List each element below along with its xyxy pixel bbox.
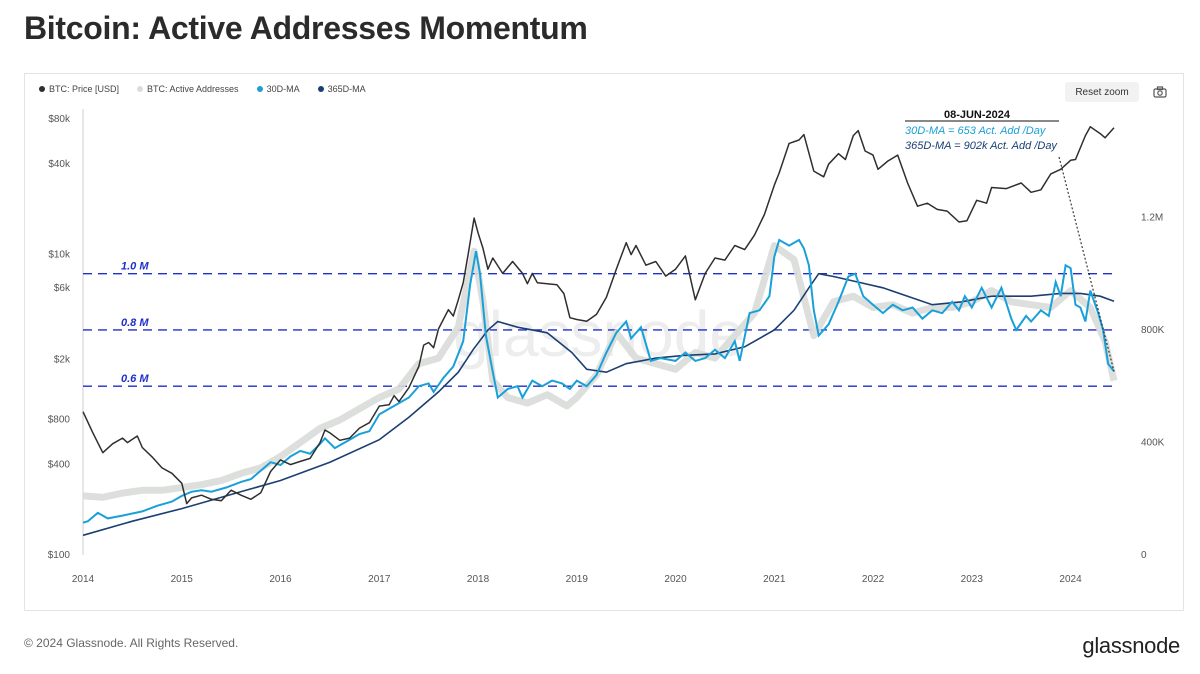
- y-right-tick-label: 0: [1141, 550, 1147, 561]
- threshold-label: 0.6 M: [121, 373, 149, 385]
- x-tick-label: 2024: [1059, 574, 1082, 585]
- legend-swatch-price: [39, 86, 45, 92]
- y-right-tick-label: 400K: [1141, 437, 1165, 448]
- x-tick-label: 2020: [664, 574, 687, 585]
- legend-item-30d-ma[interactable]: 30D-MA: [256, 84, 300, 94]
- legend-label-active-addresses: BTC: Active Addresses: [147, 84, 239, 94]
- y-left-tick-label: $400: [48, 460, 71, 471]
- annotation-pointer: [1058, 156, 1115, 372]
- glassnode-logo: glassnode: [1082, 633, 1180, 658]
- legend-swatch-365d-ma: [317, 86, 324, 92]
- legend-item-active-addresses[interactable]: BTC: Active Addresses: [137, 84, 239, 94]
- y-right-tick-label: 1.2M: [1141, 212, 1163, 223]
- legend-swatch-30d-ma: [256, 86, 263, 92]
- legend-label-365d-ma: 365D-MA: [327, 84, 366, 94]
- x-tick-label: 2022: [862, 574, 885, 585]
- x-tick-label: 2023: [961, 574, 984, 585]
- x-tick-label: 2018: [467, 574, 490, 585]
- annotation-date: 08-JUN-2024: [944, 109, 1011, 121]
- y-left-tick-label: $6k: [54, 283, 71, 294]
- x-tick-label: 2016: [269, 574, 292, 585]
- y-left-tick-label: $40k: [48, 159, 71, 170]
- annotation-ma365-text: 365D-MA = 902k Act. Add /Day: [905, 140, 1058, 152]
- threshold-label: 0.8 M: [121, 317, 149, 329]
- legend-swatch-active-addresses: [137, 86, 144, 92]
- y-left-tick-label: $100: [48, 550, 71, 561]
- chart-plot: glassnode$100$400$800$2k$6k$10k$40k$80k0…: [48, 109, 1165, 585]
- legend-label-30d-ma: 30D-MA: [266, 84, 300, 94]
- x-tick-label: 2014: [72, 574, 95, 585]
- legend: BTC: Price [USD] BTC: Active Addresses 3…: [39, 84, 366, 94]
- camera-icon[interactable]: [1153, 85, 1167, 99]
- x-tick-label: 2019: [566, 574, 589, 585]
- price-line: [82, 126, 1115, 505]
- page-title: Bitcoin: Active Addresses Momentum: [24, 10, 588, 46]
- y-left-tick-label: $2k: [54, 355, 71, 366]
- x-tick-label: 2021: [763, 574, 786, 585]
- reset-zoom-button[interactable]: Reset zoom: [1065, 82, 1139, 102]
- chart-card: BTC: Price [USD] BTC: Active Addresses 3…: [24, 73, 1184, 611]
- x-tick-label: 2015: [171, 574, 194, 585]
- x-tick-label: 2017: [368, 574, 391, 585]
- legend-item-365d-ma[interactable]: 365D-MA: [317, 84, 366, 94]
- ma30-line: [82, 238, 1115, 524]
- y-left-tick-label: $800: [48, 414, 71, 425]
- legend-item-price[interactable]: BTC: Price [USD]: [39, 84, 119, 94]
- threshold-label: 1.0 M: [121, 261, 149, 273]
- y-left-tick-label: $80k: [48, 114, 71, 125]
- legend-label-price: BTC: Price [USD]: [49, 84, 120, 94]
- y-right-tick-label: 800K: [1141, 325, 1165, 336]
- y-left-tick-label: $10k: [48, 250, 71, 261]
- annotation-ma30-text: 30D-MA = 653 Act. Add /Day: [905, 125, 1047, 137]
- copyright-text: © 2024 Glassnode. All Rights Reserved.: [24, 636, 239, 650]
